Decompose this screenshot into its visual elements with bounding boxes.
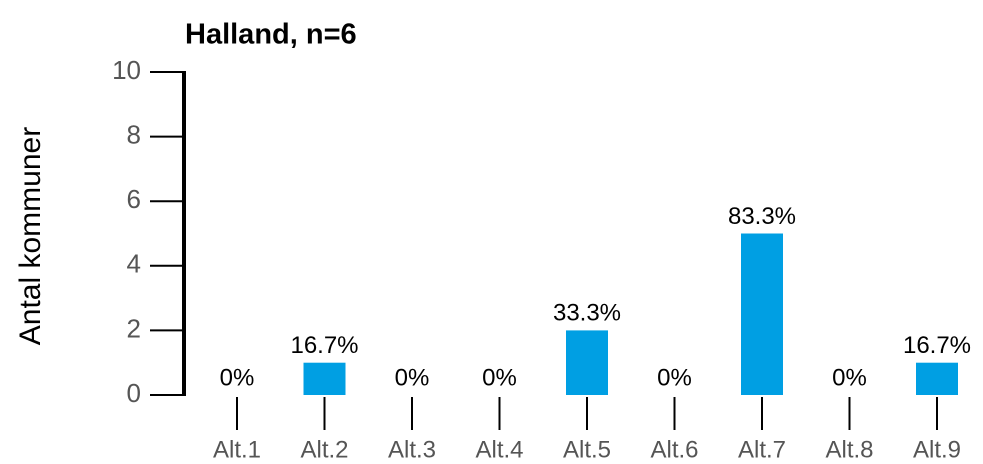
x-tick-label: Alt.4	[475, 436, 523, 463]
value-label: 0%	[220, 364, 255, 391]
value-label: 0%	[482, 364, 517, 391]
value-label: 33.3%	[553, 300, 621, 327]
x-tick-label: Alt.2	[300, 436, 348, 463]
y-tick-label: 4	[127, 249, 141, 279]
bar	[741, 233, 783, 395]
bar	[303, 362, 346, 395]
y-tick-label: 10	[112, 55, 141, 85]
y-axis-label: Antal kommuner	[14, 127, 47, 345]
bar	[566, 330, 608, 395]
value-label: 16.7%	[290, 332, 358, 359]
value-label: 0%	[395, 364, 430, 391]
y-tick-label: 2	[127, 313, 141, 343]
value-label: 83.3%	[728, 203, 796, 230]
value-label: 16.7%	[903, 332, 971, 359]
x-tick-label: Alt.8	[825, 436, 873, 463]
x-tick-label: Alt.5	[563, 436, 611, 463]
x-tick-label: Alt.3	[388, 436, 436, 463]
bar	[916, 362, 958, 395]
x-tick-label: Alt.6	[650, 436, 698, 463]
y-tick-label: 6	[127, 184, 141, 214]
y-tick-label: 0	[127, 378, 141, 408]
value-label: 0%	[657, 364, 692, 391]
y-tick-label: 8	[127, 119, 141, 149]
value-label: 0%	[832, 364, 867, 391]
x-tick-label: Alt.7	[738, 436, 786, 463]
x-tick-label: Alt.9	[913, 436, 961, 463]
x-tick-label: Alt.1	[213, 436, 261, 463]
chart-title: Halland, n=6	[185, 19, 357, 51]
